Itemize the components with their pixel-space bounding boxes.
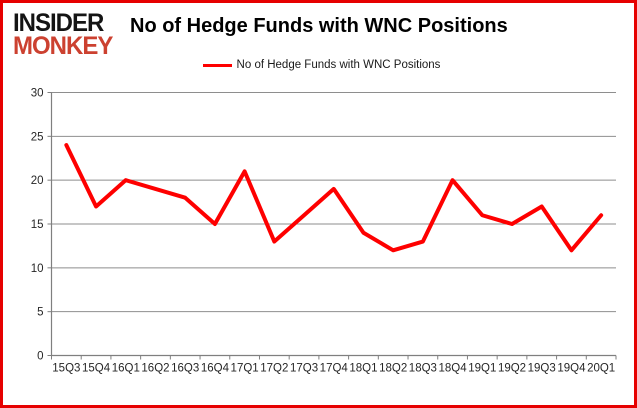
y-tick-label: 5 — [37, 307, 43, 319]
x-tick-label: 18Q3 — [409, 363, 437, 375]
x-tick-label: 17Q4 — [320, 363, 349, 375]
x-tick-label: 19Q3 — [528, 363, 556, 375]
y-tick-label: 25 — [31, 131, 44, 143]
x-tick-label: 17Q2 — [260, 363, 288, 375]
x-tick-label: 18Q2 — [379, 363, 407, 375]
legend-label: No of Hedge Funds with WNC Positions — [236, 59, 441, 71]
series-line — [64, 143, 604, 253]
logo-line-monkey: MONKEY — [13, 32, 113, 61]
y-tick-label: 0 — [37, 351, 43, 363]
line-chart-plot-area: 0 5 10 15 20 25 30 15Q3 15Q4 16Q1 16Q2 16Q3 16Q4 17Q1… — [31, 88, 617, 375]
chart-title: No of Hedge Funds with WNC Positions — [130, 15, 508, 37]
x-tick-label: 17Q3 — [290, 363, 318, 375]
x-tick-label: 18Q4 — [439, 363, 468, 375]
y-tick-label: 20 — [31, 175, 44, 187]
x-tick-label: 16Q1 — [112, 363, 140, 375]
x-tick-label: 16Q3 — [171, 363, 199, 375]
x-tick-label: 20Q1 — [587, 363, 615, 375]
legend-line-swatch — [202, 63, 232, 67]
chart-legend: No of Hedge Funds with WNC Positions — [3, 59, 634, 71]
x-tick-label: 19Q2 — [498, 363, 526, 375]
y-tick-label: 10 — [31, 263, 44, 275]
x-tick-label: 17Q1 — [231, 363, 259, 375]
x-tick-label: 15Q4 — [82, 363, 111, 375]
x-tick-label: 16Q2 — [141, 363, 169, 375]
x-tick-label: 18Q1 — [349, 363, 377, 375]
logo-line-insider: INSIDER — [13, 8, 104, 38]
x-tick-label: 15Q3 — [52, 363, 80, 375]
insider-monkey-logo: INSIDER MONKEY — [13, 8, 113, 61]
x-tick-label: 16Q4 — [201, 363, 230, 375]
x-tick-label: 19Q4 — [557, 363, 586, 375]
y-tick-label: 15 — [31, 219, 44, 231]
y-tick-label: 30 — [31, 88, 44, 100]
x-tick-label: 19Q1 — [468, 363, 496, 375]
